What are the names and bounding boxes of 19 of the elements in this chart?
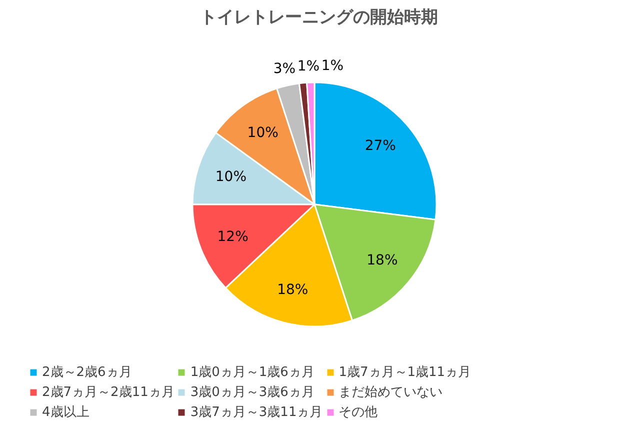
legend-label: 1歳7ヵ月～1歳11ヵ月 — [338, 364, 472, 381]
data-label: 12% — [217, 228, 248, 245]
chart-title: トイレトレーニングの開始時期 — [200, 8, 438, 28]
data-label: 27% — [364, 138, 396, 154]
legend-label: 2歳7ヵ月～2歳11ヵ月 — [42, 384, 174, 401]
legend-label: 1歳0ヵ月～1歳6ヵ月 — [190, 364, 314, 381]
data-label: 10% — [247, 124, 278, 141]
data-label: 18% — [277, 282, 308, 298]
legend-label: 4歳以上 — [42, 404, 90, 421]
legend-label: その他 — [338, 404, 378, 421]
data-label: 10% — [215, 169, 247, 186]
legend-label: 3歳7ヵ月～3歳11ヵ月 — [190, 404, 323, 421]
data-label: 18% — [366, 252, 398, 269]
data-label: 1% — [297, 58, 320, 74]
legend-label: まだ始めていない — [338, 384, 443, 401]
legend-label: 2歳～2歳6ヵ月 — [42, 364, 132, 381]
data-label: 1% — [321, 58, 344, 74]
legend-label: 3歳0ヵ月～3歳6ヵ月 — [190, 384, 314, 401]
data-label: 3% — [273, 61, 296, 78]
